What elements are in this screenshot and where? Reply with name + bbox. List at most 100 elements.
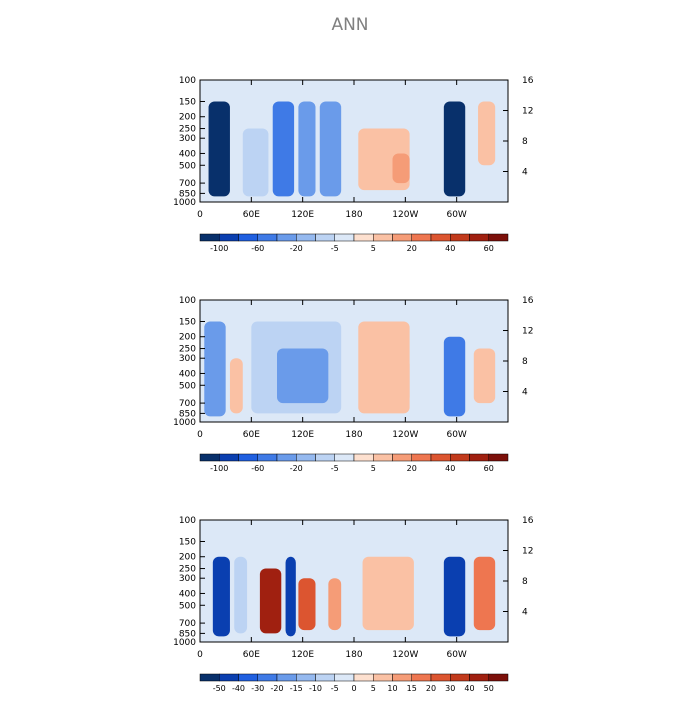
- colorbar-swatch: [315, 673, 335, 682]
- right-tick-label: 16: [522, 516, 534, 526]
- shaded-region: [319, 101, 342, 197]
- colorbar-swatch: [199, 453, 220, 462]
- shaded-region: [277, 348, 329, 404]
- right-tick-label: 12: [522, 547, 533, 557]
- right-tick-label: 16: [522, 76, 534, 86]
- colorbar-swatch: [469, 453, 489, 462]
- y-tick-label: 100: [179, 296, 196, 306]
- shaded-region: [272, 101, 295, 197]
- colorbar-swatch: [199, 233, 220, 242]
- right-tick-label: 4: [522, 168, 528, 178]
- colorbar-swatch: [353, 233, 374, 242]
- colorbar-swatch: [238, 233, 258, 242]
- x-tick-label: 120W: [392, 430, 418, 440]
- right-tick-label: 4: [522, 608, 528, 618]
- y-tick-label: 1000: [173, 418, 196, 428]
- colorbar-swatch: [199, 673, 220, 682]
- colorbar-swatch: [296, 673, 316, 682]
- colorbar-swatch: [411, 673, 432, 682]
- colorbar-label: 40: [445, 244, 455, 253]
- colorbar-label: -60: [251, 244, 264, 253]
- y-tick-label: 300: [179, 574, 196, 584]
- y-tick-label: 700: [179, 179, 196, 189]
- colorbar-swatch: [411, 453, 432, 462]
- colorbar-label: -20: [270, 684, 283, 693]
- colorbar-swatch: [219, 233, 239, 242]
- right-tick-label: 8: [522, 577, 528, 587]
- colorbar-swatch: [296, 233, 316, 242]
- y-tick-label: 250: [179, 345, 196, 355]
- y-tick-label: 500: [179, 601, 196, 611]
- y-tick-label: 850: [179, 629, 196, 639]
- colorbar-swatch: [488, 673, 509, 682]
- colorbar-label: 20: [407, 464, 417, 473]
- shaded-region: [208, 101, 230, 197]
- y-tick-label: 1000: [173, 638, 196, 648]
- colorbar-label: -50: [213, 684, 226, 693]
- colorbar-label: -20: [290, 464, 303, 473]
- colorbar-swatch: [392, 233, 412, 242]
- colorbar-swatch: [276, 233, 297, 242]
- y-tick-label: 250: [179, 125, 196, 135]
- shaded-region: [478, 101, 496, 166]
- colorbar-label: -5: [331, 244, 339, 253]
- y-tick-label: 150: [179, 537, 196, 547]
- y-tick-label: 700: [179, 619, 196, 629]
- shaded-region: [443, 101, 466, 197]
- colorbar-swatch: [373, 453, 393, 462]
- x-tick-label: 60E: [243, 430, 260, 440]
- colorbar-swatch: [276, 453, 297, 462]
- y-tick-label: 850: [179, 189, 196, 199]
- colorbar-label: -5: [331, 684, 339, 693]
- colorbar-swatch: [411, 233, 432, 242]
- x-tick-label: 0: [197, 210, 203, 220]
- colorbar-swatch: [430, 673, 451, 682]
- colorbar-label: -100: [210, 244, 228, 253]
- y-tick-label: 100: [179, 516, 196, 526]
- shaded-region: [229, 358, 243, 414]
- colorbar-swatch: [392, 453, 412, 462]
- y-tick-label: 500: [179, 381, 196, 391]
- shaded-region: [392, 153, 410, 184]
- shaded-region: [443, 556, 466, 637]
- y-tick-label: 150: [179, 97, 196, 107]
- shaded-region: [375, 358, 410, 404]
- colorbar-label: -15: [290, 684, 303, 693]
- shaded-region: [234, 556, 248, 634]
- right-tick-label: 12: [522, 107, 533, 117]
- colorbar-swatch: [334, 453, 355, 462]
- y-tick-label: 850: [179, 409, 196, 419]
- shaded-region: [212, 556, 230, 637]
- x-tick-label: 60E: [243, 650, 260, 660]
- y-tick-label: 150: [179, 317, 196, 327]
- colorbar-swatch: [450, 673, 470, 682]
- x-tick-label: 60E: [243, 210, 260, 220]
- colorbar-swatch: [488, 453, 509, 462]
- x-tick-label: 120E: [291, 210, 314, 220]
- colorbar-swatch: [257, 453, 278, 462]
- x-tick-label: 0: [197, 650, 203, 660]
- colorbar-swatch: [238, 673, 258, 682]
- y-tick-label: 300: [179, 134, 196, 144]
- colorbar-swatch: [469, 673, 489, 682]
- right-tick-label: 4: [522, 388, 528, 398]
- colorbar-label: 60: [484, 244, 494, 253]
- y-tick-label: 250: [179, 565, 196, 575]
- x-tick-label: 60W: [446, 650, 466, 660]
- colorbar-swatch: [296, 453, 316, 462]
- x-tick-label: 120E: [291, 650, 314, 660]
- colorbar-swatch: [488, 233, 509, 242]
- shaded-region: [473, 348, 496, 404]
- colorbar-swatch: [315, 233, 335, 242]
- colorbar-swatch: [219, 453, 239, 462]
- x-tick-label: 120W: [392, 650, 418, 660]
- right-tick-label: 8: [522, 357, 528, 367]
- y-tick-label: 200: [179, 113, 196, 123]
- shaded-region: [473, 556, 496, 631]
- y-tick-label: 500: [179, 161, 196, 171]
- y-tick-label: 400: [179, 369, 196, 379]
